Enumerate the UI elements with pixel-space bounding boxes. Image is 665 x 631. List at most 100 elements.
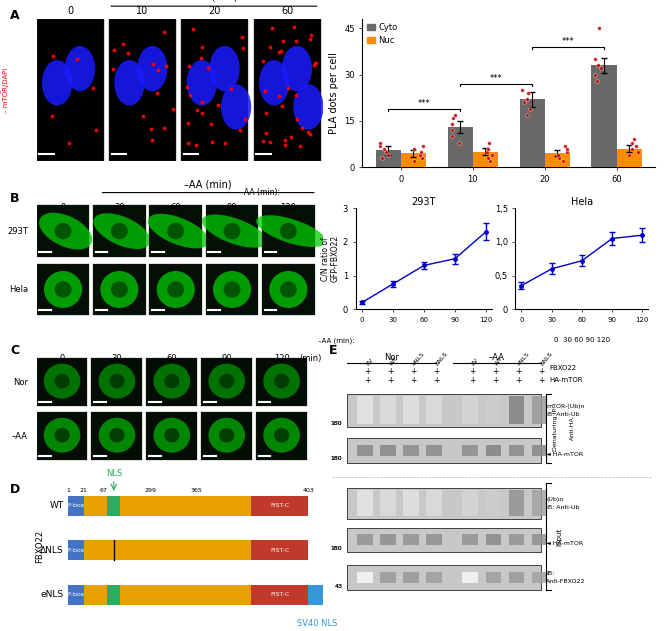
Point	[138, 110, 148, 121]
Text: 60: 60	[166, 355, 177, 363]
Ellipse shape	[98, 363, 135, 399]
Text: eNLS: eNLS	[517, 351, 531, 367]
Point	[560, 141, 571, 151]
Text: 67: 67	[100, 488, 108, 493]
Point	[626, 144, 637, 154]
Bar	[205, 206, 259, 257]
Point	[152, 65, 163, 75]
Point	[212, 100, 223, 110]
Point	[522, 94, 533, 104]
Ellipse shape	[274, 428, 289, 442]
Point	[450, 110, 461, 120]
Point	[553, 150, 563, 160]
Bar	[462, 572, 478, 583]
Bar	[68, 540, 309, 560]
Bar	[201, 412, 252, 461]
Legend: Cyto, Nuc: Cyto, Nuc	[366, 23, 398, 45]
Point	[183, 118, 194, 128]
Text: EV: EV	[471, 357, 479, 367]
Point	[289, 22, 299, 32]
Text: eNLS: eNLS	[41, 590, 64, 599]
Point	[265, 42, 275, 52]
Bar	[357, 534, 372, 545]
Ellipse shape	[55, 428, 70, 442]
Text: IB:: IB:	[547, 571, 555, 576]
Point	[184, 61, 194, 71]
Bar	[380, 490, 396, 517]
Text: 43: 43	[334, 584, 342, 589]
Bar	[253, 19, 321, 161]
Bar	[201, 358, 252, 406]
Point	[624, 150, 635, 160]
Point	[379, 144, 390, 154]
Point	[592, 76, 602, 86]
Point	[310, 58, 321, 68]
Text: +: +	[492, 376, 499, 386]
Text: WT: WT	[49, 502, 64, 510]
Point	[277, 36, 288, 46]
Text: +: +	[364, 376, 370, 386]
Bar	[531, 445, 547, 456]
Point	[593, 60, 604, 70]
Point	[237, 32, 247, 42]
Point	[447, 119, 458, 129]
Title: 293T: 293T	[412, 198, 436, 208]
Bar	[509, 534, 524, 545]
Text: 0: 0	[59, 355, 65, 363]
Ellipse shape	[55, 374, 70, 389]
Bar	[426, 445, 442, 456]
Ellipse shape	[293, 85, 324, 130]
Point	[260, 127, 271, 138]
Point	[118, 38, 128, 49]
Point	[146, 134, 157, 144]
Bar	[376, 150, 401, 167]
Bar	[357, 445, 372, 456]
Bar	[68, 585, 309, 605]
Point	[206, 137, 217, 147]
Bar	[616, 149, 642, 167]
Bar	[473, 152, 498, 167]
Bar	[108, 585, 120, 605]
Text: 120: 120	[274, 355, 289, 363]
Point	[291, 36, 301, 46]
Text: IB: Anti-Ub: IB: Anti-Ub	[547, 505, 580, 510]
Point	[483, 138, 494, 148]
Text: WT: WT	[388, 356, 399, 367]
Point	[273, 47, 284, 57]
Bar	[485, 572, 501, 583]
Ellipse shape	[282, 46, 312, 91]
Bar	[403, 445, 419, 456]
Ellipse shape	[213, 271, 251, 308]
Bar	[545, 153, 570, 167]
Y-axis label: C/N ratio of
GFP-FBXO22: C/N ratio of GFP-FBXO22	[321, 235, 340, 282]
Point	[88, 83, 98, 93]
Bar	[308, 585, 325, 605]
Point	[292, 114, 303, 124]
Text: 60: 60	[281, 6, 293, 16]
Point	[72, 54, 82, 64]
Ellipse shape	[154, 363, 190, 399]
Ellipse shape	[202, 215, 267, 248]
Text: 90: 90	[221, 355, 232, 363]
Text: 180: 180	[331, 456, 342, 461]
Point	[197, 107, 207, 117]
Bar	[146, 412, 198, 461]
Bar	[205, 264, 259, 315]
Ellipse shape	[44, 418, 80, 452]
Bar	[251, 496, 308, 516]
Text: 299: 299	[145, 488, 157, 493]
Bar	[108, 496, 120, 516]
Bar	[37, 264, 90, 315]
Bar	[403, 490, 419, 517]
Title: Hela: Hela	[571, 198, 593, 208]
Point	[525, 103, 535, 114]
Ellipse shape	[221, 85, 251, 130]
Text: 293T: 293T	[7, 227, 28, 235]
Bar	[485, 445, 501, 456]
Bar	[462, 534, 478, 545]
Ellipse shape	[94, 213, 150, 249]
Bar	[347, 565, 541, 591]
Point	[376, 153, 387, 163]
Point	[108, 64, 118, 74]
Bar	[93, 264, 146, 315]
